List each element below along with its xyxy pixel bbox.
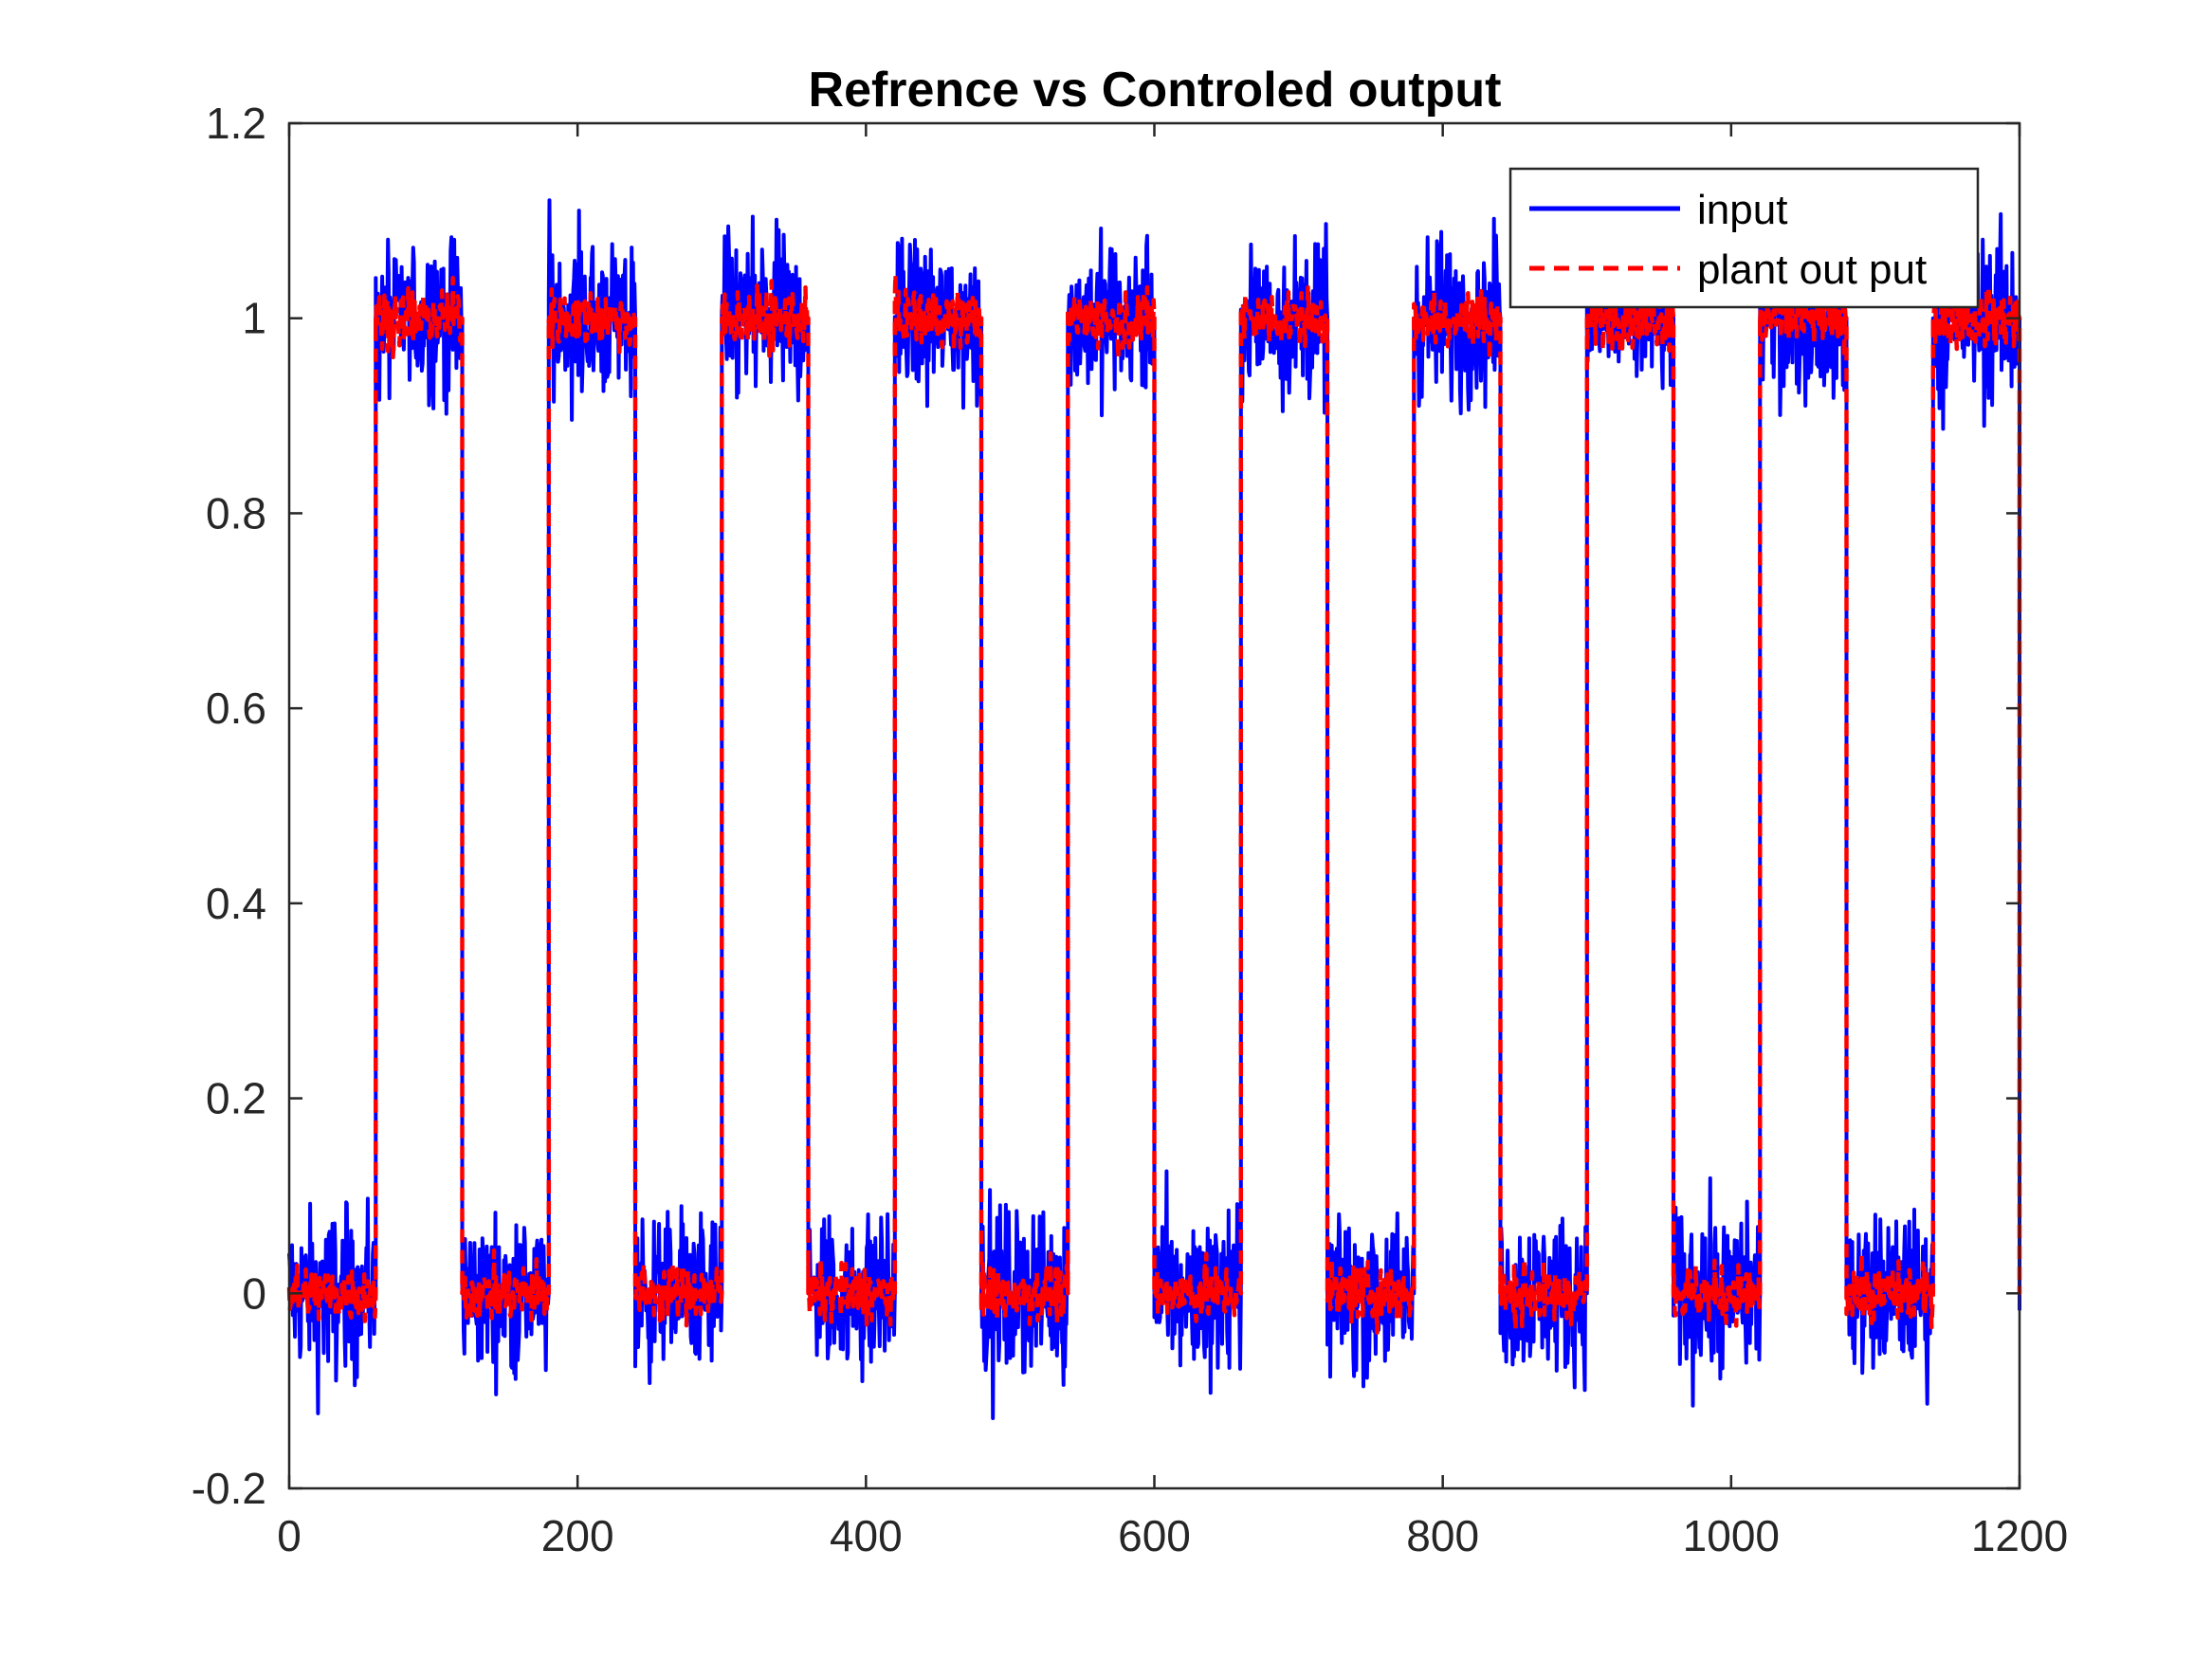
y-tick-label: 0.6: [206, 684, 266, 733]
x-tick-label: 800: [1406, 1511, 1479, 1560]
y-tick-label: 0: [242, 1268, 266, 1318]
plot-area: [286, 198, 2022, 1420]
y-tick-label: -0.2: [192, 1464, 266, 1513]
x-tick-label: 1200: [1971, 1511, 2068, 1560]
chart-title: Refrence vs Controled output: [809, 63, 1502, 118]
x-tick-label: 1000: [1683, 1511, 1780, 1560]
y-tick-label: 0.4: [206, 879, 266, 928]
x-tick-label: 200: [541, 1511, 614, 1560]
x-tick-label: 400: [830, 1511, 903, 1560]
legend-label-plant-output: plant out put: [1697, 246, 1927, 293]
series-line-plant-output: [286, 272, 2022, 1335]
x-tick-label: 600: [1118, 1511, 1191, 1560]
ticks-layer: 0 200 400 600 800 1000 1200-0.200.20.40.60.811…: [192, 99, 2068, 1560]
y-tick-label: 0.2: [206, 1074, 266, 1123]
series-layer: [286, 198, 2022, 1420]
legend-label-input: input: [1697, 187, 1787, 233]
y-tick-label: 0.8: [206, 488, 266, 538]
y-tick-label: 1.2: [206, 99, 266, 148]
legend: input plant out put: [1508, 167, 1980, 309]
x-tick-label: 0: [277, 1511, 302, 1560]
legend-box: [1508, 167, 1980, 309]
y-tick-label: 1: [242, 294, 266, 343]
